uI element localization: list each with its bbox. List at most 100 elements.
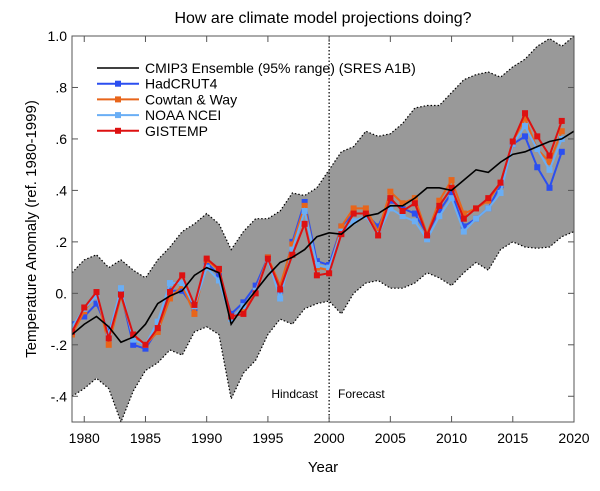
- data-point-noaa-ncei: [497, 189, 504, 196]
- data-point-cowtan-way: [350, 205, 357, 212]
- data-point-gistemp: [448, 184, 455, 191]
- legend-label: Cowtan & Way: [145, 91, 237, 107]
- data-point-gistemp: [154, 325, 161, 332]
- data-point-gistemp: [179, 272, 186, 279]
- data-point-hadcrut4: [522, 133, 529, 140]
- legend-item-hadcrut4: HadCRUT4: [97, 76, 218, 92]
- data-point-gistemp: [93, 289, 100, 296]
- data-point-noaa-ncei: [448, 195, 455, 202]
- data-point-noaa-ncei: [350, 218, 357, 225]
- data-point-noaa-ncei: [473, 215, 480, 222]
- data-point-hadcrut4: [411, 210, 418, 217]
- data-point-gistemp: [313, 272, 320, 279]
- y-tick-label: 0.: [55, 285, 67, 301]
- data-point-cowtan-way: [387, 188, 394, 195]
- chart-title: How are climate model projections doing?: [174, 10, 471, 27]
- legend-swatch-marker: [115, 127, 121, 134]
- data-point-gistemp: [497, 179, 504, 186]
- data-point-cowtan-way: [460, 210, 467, 217]
- x-tick-label: 1985: [130, 430, 161, 446]
- data-point-hadcrut4: [460, 223, 467, 230]
- x-tick-label: 1980: [69, 430, 100, 446]
- data-point-hadcrut4: [448, 189, 455, 196]
- data-point-gistemp: [460, 215, 467, 222]
- series-gistemp: [72, 110, 565, 348]
- data-point-cowtan-way: [166, 295, 173, 302]
- data-point-noaa-ncei: [387, 205, 394, 212]
- data-point-gistemp: [399, 207, 406, 214]
- data-point-gistemp: [301, 220, 308, 227]
- legend-item-gistemp: GISTEMP: [97, 123, 208, 139]
- data-point-gistemp: [130, 331, 137, 338]
- data-point-noaa-ncei: [130, 336, 137, 343]
- data-point-cowtan-way: [522, 115, 529, 122]
- data-point-cowtan-way: [277, 282, 284, 289]
- data-point-noaa-ncei: [301, 207, 308, 214]
- legend-item-noaa-ncei: NOAA NCEI: [97, 107, 221, 123]
- data-point-noaa-ncei: [117, 285, 124, 292]
- data-point-noaa-ncei: [546, 166, 553, 173]
- data-point-hadcrut4: [301, 198, 308, 205]
- data-point-gistemp: [534, 133, 541, 140]
- data-point-noaa-ncei: [277, 295, 284, 302]
- data-point-gistemp: [473, 205, 480, 212]
- ensemble-range-band: [72, 36, 574, 422]
- y-tick-label: 1.0: [48, 28, 68, 44]
- series-layer: [72, 110, 574, 352]
- data-point-cowtan-way: [289, 241, 296, 248]
- data-point-hadcrut4: [81, 313, 88, 320]
- data-point-cowtan-way: [301, 202, 308, 209]
- data-point-gistemp: [277, 286, 284, 293]
- y-tick-label: .8: [55, 79, 67, 95]
- y-tick-label: -.4: [51, 388, 68, 404]
- data-point-noaa-ncei: [154, 318, 161, 325]
- data-point-cowtan-way: [558, 128, 565, 135]
- legend-swatch-marker: [115, 112, 121, 119]
- data-point-cowtan-way: [338, 223, 345, 230]
- ensemble-band-layer: [72, 36, 574, 422]
- legend-label: CMIP3 Ensemble (95% range) (SRES A1B): [145, 60, 416, 76]
- data-point-gistemp: [81, 304, 88, 311]
- plot-frame: [71, 35, 575, 423]
- data-point-cowtan-way: [154, 328, 161, 335]
- data-point-gistemp: [375, 232, 382, 239]
- data-point-gistemp: [546, 152, 553, 159]
- forecast-label: Forecast: [338, 387, 385, 401]
- data-point-noaa-ncei: [326, 264, 333, 271]
- ensemble-lower-bound: [72, 231, 574, 422]
- legend-item-cowtan-way: Cowtan & Way: [97, 91, 237, 107]
- data-point-gistemp: [522, 110, 529, 117]
- data-point-gistemp: [558, 117, 565, 124]
- x-axis-label: Year: [308, 459, 338, 476]
- data-point-gistemp: [362, 210, 369, 217]
- data-point-gistemp: [240, 310, 247, 317]
- data-point-cowtan-way: [191, 310, 198, 317]
- data-point-gistemp: [215, 265, 222, 272]
- y-tick-label: .6: [55, 131, 67, 147]
- data-point-noaa-ncei: [485, 205, 492, 212]
- data-point-gistemp: [264, 255, 271, 262]
- data-point-cowtan-way: [399, 200, 406, 207]
- legend-item-cmip3-ensemble-95-range-sres-a1b: CMIP3 Ensemble (95% range) (SRES A1B): [97, 60, 416, 76]
- x-tick-label: 2015: [497, 430, 528, 446]
- data-point-gistemp: [105, 335, 112, 342]
- data-point-gistemp: [191, 301, 198, 308]
- x-tick-label: 1990: [191, 430, 222, 446]
- data-point-noaa-ncei: [289, 246, 296, 253]
- x-tick-label: 1995: [252, 430, 283, 446]
- data-point-noaa-ncei: [166, 280, 173, 287]
- ensemble-mean-line: [72, 130, 574, 344]
- data-point-cowtan-way: [436, 197, 443, 204]
- legend-label: GISTEMP: [145, 123, 208, 139]
- data-point-gistemp: [350, 210, 357, 217]
- data-point-noaa-ncei: [424, 236, 431, 243]
- y-tick-label: -.2: [51, 337, 68, 353]
- legend-swatch-marker: [115, 96, 121, 103]
- data-point-hadcrut4: [252, 282, 259, 289]
- data-point-noaa-ncei: [215, 277, 222, 284]
- legend-label: NOAA NCEI: [145, 107, 221, 123]
- data-point-hadcrut4: [534, 164, 541, 171]
- x-tick-label: 2010: [436, 430, 467, 446]
- legend-swatch-marker: [115, 80, 121, 87]
